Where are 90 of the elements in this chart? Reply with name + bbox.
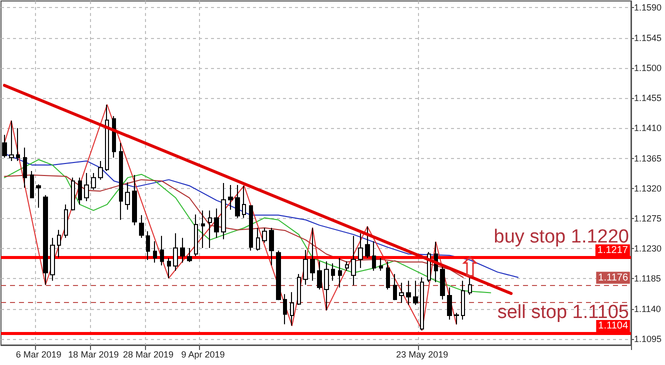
candlestick [413, 280, 418, 306]
candlestick [105, 104, 109, 172]
candlestick [365, 226, 370, 258]
candlestick [379, 257, 383, 272]
candlestick [454, 312, 459, 325]
candlestick [71, 177, 75, 211]
y-tick-label: 1.1590 [634, 2, 662, 13]
candlestick [9, 120, 14, 162]
ref-line-label: 1.1176 [598, 272, 628, 284]
candlestick [180, 237, 185, 264]
y-tick-label: 1.1500 [634, 62, 662, 73]
candlestick [297, 274, 301, 306]
y-tick-label: 1.1320 [634, 183, 662, 194]
candlestick [78, 177, 82, 205]
candlestick [167, 257, 171, 279]
candlestick [351, 235, 356, 286]
candlestick [132, 174, 137, 226]
candlestick [36, 184, 41, 208]
candlestick [324, 260, 329, 311]
candlestick [194, 214, 198, 256]
x-tick-label: 18 Mar 2019 [68, 350, 119, 360]
y-tick-label: 1.1275 [634, 214, 662, 224]
candlestick [187, 247, 192, 263]
y-tick-label: 1.1095 [634, 334, 662, 344]
candlestick [119, 142, 123, 220]
x-tick-label: 9 Apr 2019 [181, 350, 225, 360]
line-series [4, 159, 492, 294]
candlestick [249, 205, 253, 252]
candlestick [98, 160, 103, 180]
candlestick [317, 260, 322, 290]
candlestick [338, 257, 342, 288]
candlestick [447, 286, 452, 320]
candlestick [393, 274, 397, 301]
candlestick [228, 184, 233, 210]
candlestick [2, 134, 7, 158]
candlestick [23, 147, 27, 188]
y-tick-label: 1.1365 [634, 153, 662, 164]
candlestick [235, 184, 240, 218]
candlestick [173, 232, 178, 272]
candlestick [358, 232, 363, 269]
candlestick [125, 182, 130, 210]
candlestick [399, 282, 404, 304]
y-tick-label: 1.1185 [634, 274, 661, 284]
candlestick [420, 276, 424, 331]
candlestick [303, 249, 308, 286]
candlestick [139, 214, 144, 238]
annotation: buy stop 1.1220 [494, 226, 629, 248]
candlestick [440, 264, 445, 300]
candlestick [372, 240, 376, 272]
candlestick [57, 229, 61, 258]
candlestick [221, 182, 226, 240]
x-tick-label: 28 Mar 2019 [122, 350, 174, 360]
candlestick [242, 185, 246, 218]
candlestick [345, 260, 349, 272]
candlestick [146, 230, 150, 261]
candlestick [290, 292, 294, 326]
y-tick-label: 1.1410 [634, 123, 662, 134]
candlestick [160, 235, 164, 266]
candlestick [283, 294, 287, 325]
candlestick [468, 276, 472, 296]
annotation: sell stop 1.1105 [497, 302, 630, 323]
candlestick [64, 204, 68, 238]
candlestick [461, 280, 465, 320]
candlestick [84, 172, 89, 202]
y-tick-label: 1.1140 [634, 304, 661, 314]
candlestick [386, 260, 390, 290]
y-tick-label: 1.1230 [634, 244, 662, 254]
candlestick [276, 250, 281, 301]
line-series [4, 104, 457, 331]
candlestick [269, 227, 274, 266]
candlestick [256, 227, 260, 252]
candlestick [406, 280, 411, 306]
candlestick [331, 262, 335, 282]
y-tick-label: 1.1455 [634, 93, 662, 104]
candlestick [43, 194, 48, 286]
candlestick [91, 172, 96, 190]
ref-line-label: 1.1104 [598, 320, 628, 332]
candlestick [201, 210, 205, 248]
candlestick [153, 240, 157, 264]
y-tick-label: 1.1545 [634, 32, 662, 43]
candlestick [214, 208, 219, 238]
x-tick-label: 23 May 2019 [396, 350, 448, 360]
candlestick [30, 170, 34, 198]
candlestick [208, 210, 212, 248]
candlestick [310, 227, 315, 282]
candlestick [262, 227, 267, 244]
candlestick [50, 237, 55, 282]
candlestick [16, 128, 20, 162]
ref-line-label: 1.1217 [597, 244, 628, 256]
x-tick-label: 6 Mar 2019 [16, 350, 62, 360]
